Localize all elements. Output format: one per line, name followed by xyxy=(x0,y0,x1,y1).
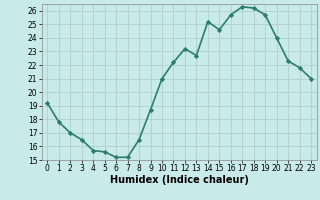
X-axis label: Humidex (Indice chaleur): Humidex (Indice chaleur) xyxy=(110,175,249,185)
